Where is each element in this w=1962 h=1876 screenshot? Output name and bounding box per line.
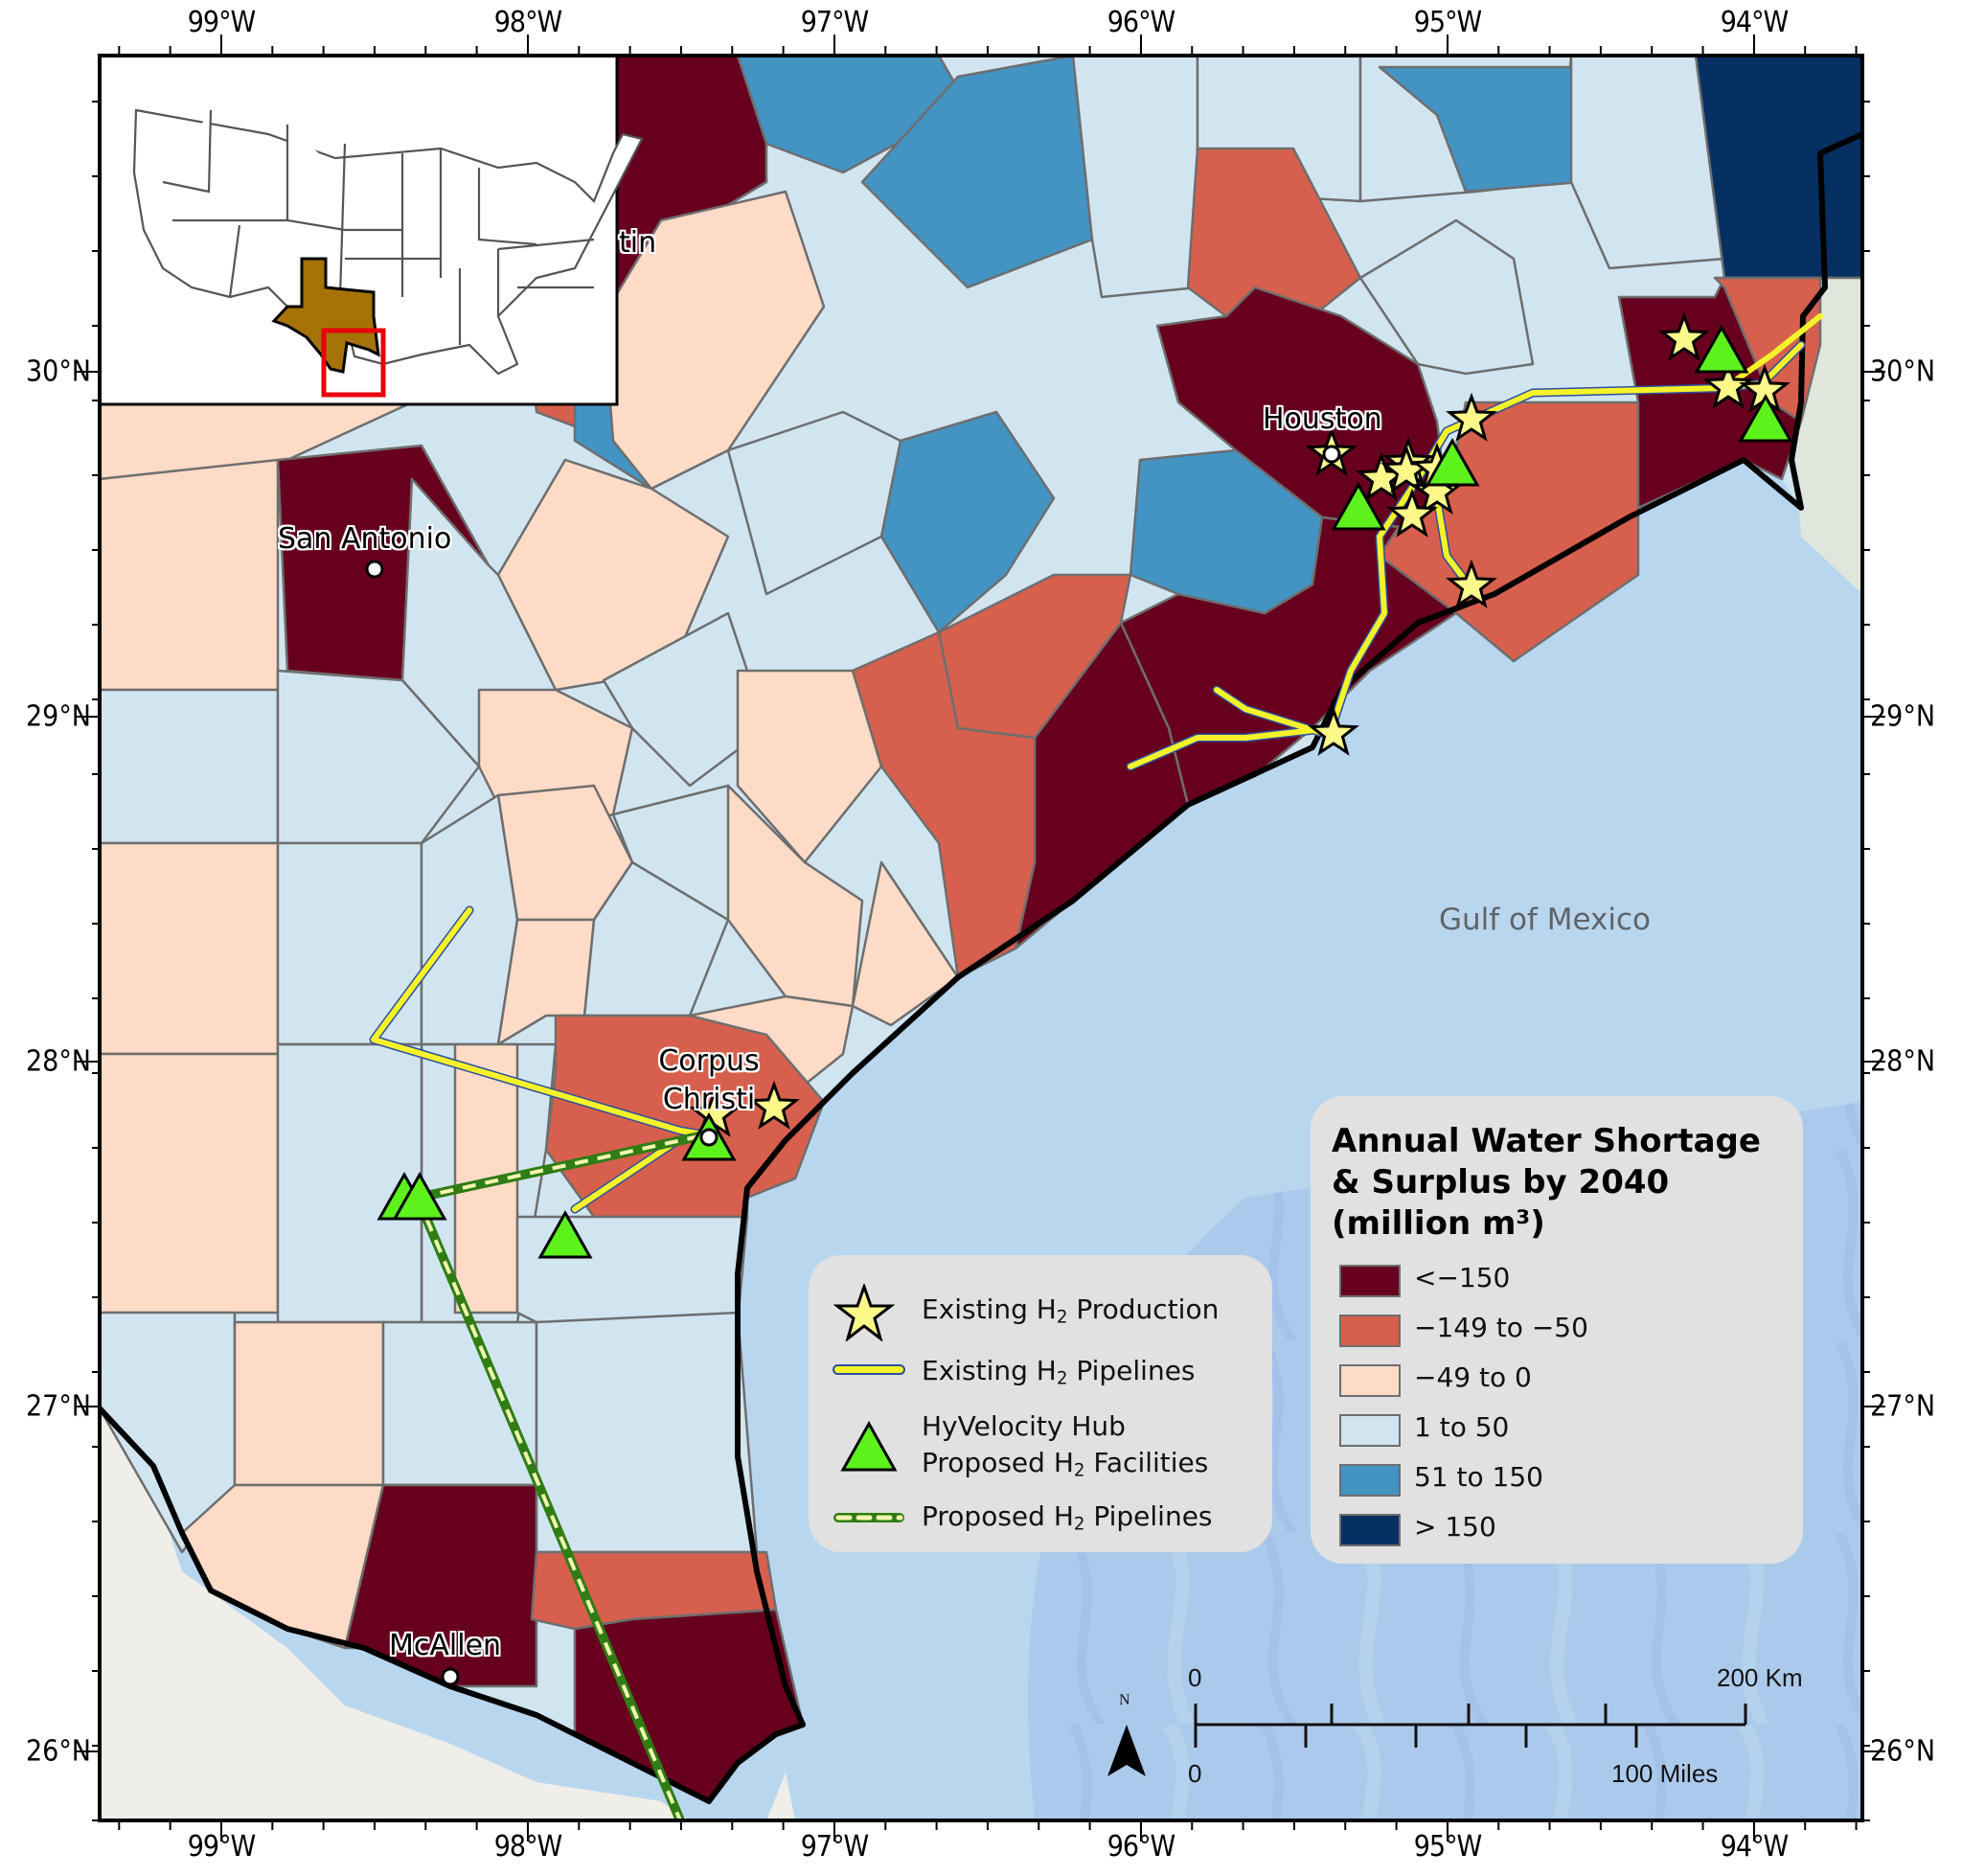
star-icon (1658, 311, 1710, 361)
swatch-label: 51 to 150 (1414, 1461, 1543, 1493)
star-icon (1446, 559, 1497, 608)
swatch-label: > 150 (1414, 1511, 1496, 1543)
counties (100, 56, 1862, 1803)
legend-proposed-facilities: Proposed H2 Facilities (922, 1447, 1209, 1481)
graticule-ticks (77, 34, 1885, 1842)
coastline (100, 131, 1862, 1804)
inset-extent-box (321, 328, 386, 398)
lon-label-top: 99°W (187, 6, 257, 39)
gulf-of-mexico-label: Gulf of Mexico (1439, 903, 1652, 937)
lon-label-top: 98°W (493, 6, 563, 39)
lon-label-bottom: 99°W (187, 1830, 257, 1864)
proposed-h2-pipelines (413, 1132, 701, 1820)
h2-infrastructure-legend: Existing H2 Production Existing H2 Pipel… (809, 1255, 1272, 1552)
lon-label-bottom: 98°W (493, 1830, 563, 1864)
legend-proposed-pipelines: Proposed H2 Pipelines (922, 1500, 1213, 1535)
scale-mi-start: 0 (1188, 1759, 1202, 1788)
lat-label-left: 29°N (25, 699, 91, 734)
map-frame (98, 54, 1864, 1822)
triangle-icon (1425, 437, 1480, 487)
lat-label-right: 26°N (1870, 1734, 1936, 1769)
swatch-label: <−150 (1414, 1262, 1511, 1293)
triangle-icon (840, 1420, 898, 1472)
star-icon (1386, 488, 1438, 538)
legend-hyvelocity-label-line1: HyVelocity Hub (922, 1410, 1126, 1442)
star-icon (833, 1284, 895, 1341)
star-icon (748, 1080, 800, 1130)
city-label-mcallen: McAllen (389, 1629, 502, 1662)
lon-label-top: 95°W (1413, 6, 1483, 39)
lat-label-right: 28°N (1870, 1044, 1936, 1079)
lon-label-top: 96°W (1106, 6, 1176, 39)
scale-km-start: 0 (1188, 1663, 1202, 1692)
triangle-icon (392, 1171, 447, 1221)
swatch (1339, 1514, 1401, 1546)
swatch (1339, 1315, 1401, 1347)
inset-texas (271, 257, 380, 374)
lat-label-left: 30°N (25, 355, 91, 389)
inset-us-outline (132, 108, 644, 376)
proposed-h2-facility-markers (376, 324, 1793, 1259)
swatch (1339, 1364, 1401, 1397)
swatch (1339, 1265, 1401, 1297)
triangle-icon (1331, 481, 1386, 531)
star-icon (1308, 706, 1359, 756)
scale-bar (1194, 1704, 1747, 1748)
mexico-land (100, 1399, 690, 1820)
lon-label-bottom: 94°W (1720, 1830, 1790, 1864)
city-dots (365, 445, 1341, 1686)
north-arrow-label: N (1119, 1692, 1130, 1708)
lat-label-right: 29°N (1870, 699, 1936, 734)
swatch (1339, 1464, 1401, 1497)
star-icon (1702, 359, 1754, 409)
scale-mi-end: 100 Miles (1611, 1759, 1719, 1788)
lat-label-left: 27°N (25, 1389, 91, 1424)
legend-existing-pipelines: Existing H2 Pipelines (922, 1355, 1196, 1389)
city-label-san-antonio: San Antonio (278, 522, 452, 556)
lon-label-top: 97°W (800, 6, 870, 39)
lat-label-left: 28°N (25, 1044, 91, 1079)
triangle-icon (1738, 393, 1793, 443)
city-dot-icon (699, 1128, 719, 1147)
city-label-austin-partial: tin (619, 226, 657, 260)
lon-label-bottom: 96°W (1106, 1830, 1176, 1864)
existing-pipeline-line-icon (833, 1364, 905, 1375)
swatch-label: −149 to −50 (1414, 1312, 1588, 1343)
proposed-pipeline-line-icon (833, 1513, 904, 1522)
legend-existing-production: Existing H2 Production (922, 1293, 1220, 1328)
city-label-corpus-christi: Corpus Christi (658, 1044, 760, 1116)
water-legend-title: Annual Water Shortage & Surplus by 2040 … (1332, 1122, 1761, 1243)
swatch (1339, 1414, 1401, 1447)
swatch-label: −49 to 0 (1414, 1361, 1532, 1393)
city-dot-icon (441, 1667, 460, 1686)
lon-label-bottom: 95°W (1413, 1830, 1483, 1864)
water-balance-legend: Annual Water Shortage & Surplus by 2040 … (1311, 1096, 1803, 1564)
north-arrow-icon (1107, 1725, 1146, 1776)
lon-label-top: 94°W (1720, 6, 1790, 39)
triangle-icon (537, 1209, 593, 1259)
lat-label-right: 27°N (1870, 1389, 1936, 1424)
scale-km-end: 200 Km (1717, 1663, 1803, 1692)
triangle-icon (1694, 324, 1749, 374)
lon-label-bottom: 97°W (800, 1830, 870, 1864)
lat-label-left: 26°N (25, 1734, 91, 1769)
inset-locator-map (100, 56, 644, 406)
city-dot-icon (365, 560, 384, 579)
city-label-houston: Houston (1263, 402, 1382, 436)
swatch-label: 1 to 50 (1414, 1411, 1510, 1443)
star-icon (1446, 392, 1497, 442)
lat-label-right: 30°N (1870, 355, 1936, 389)
city-dot-icon (1322, 445, 1341, 464)
